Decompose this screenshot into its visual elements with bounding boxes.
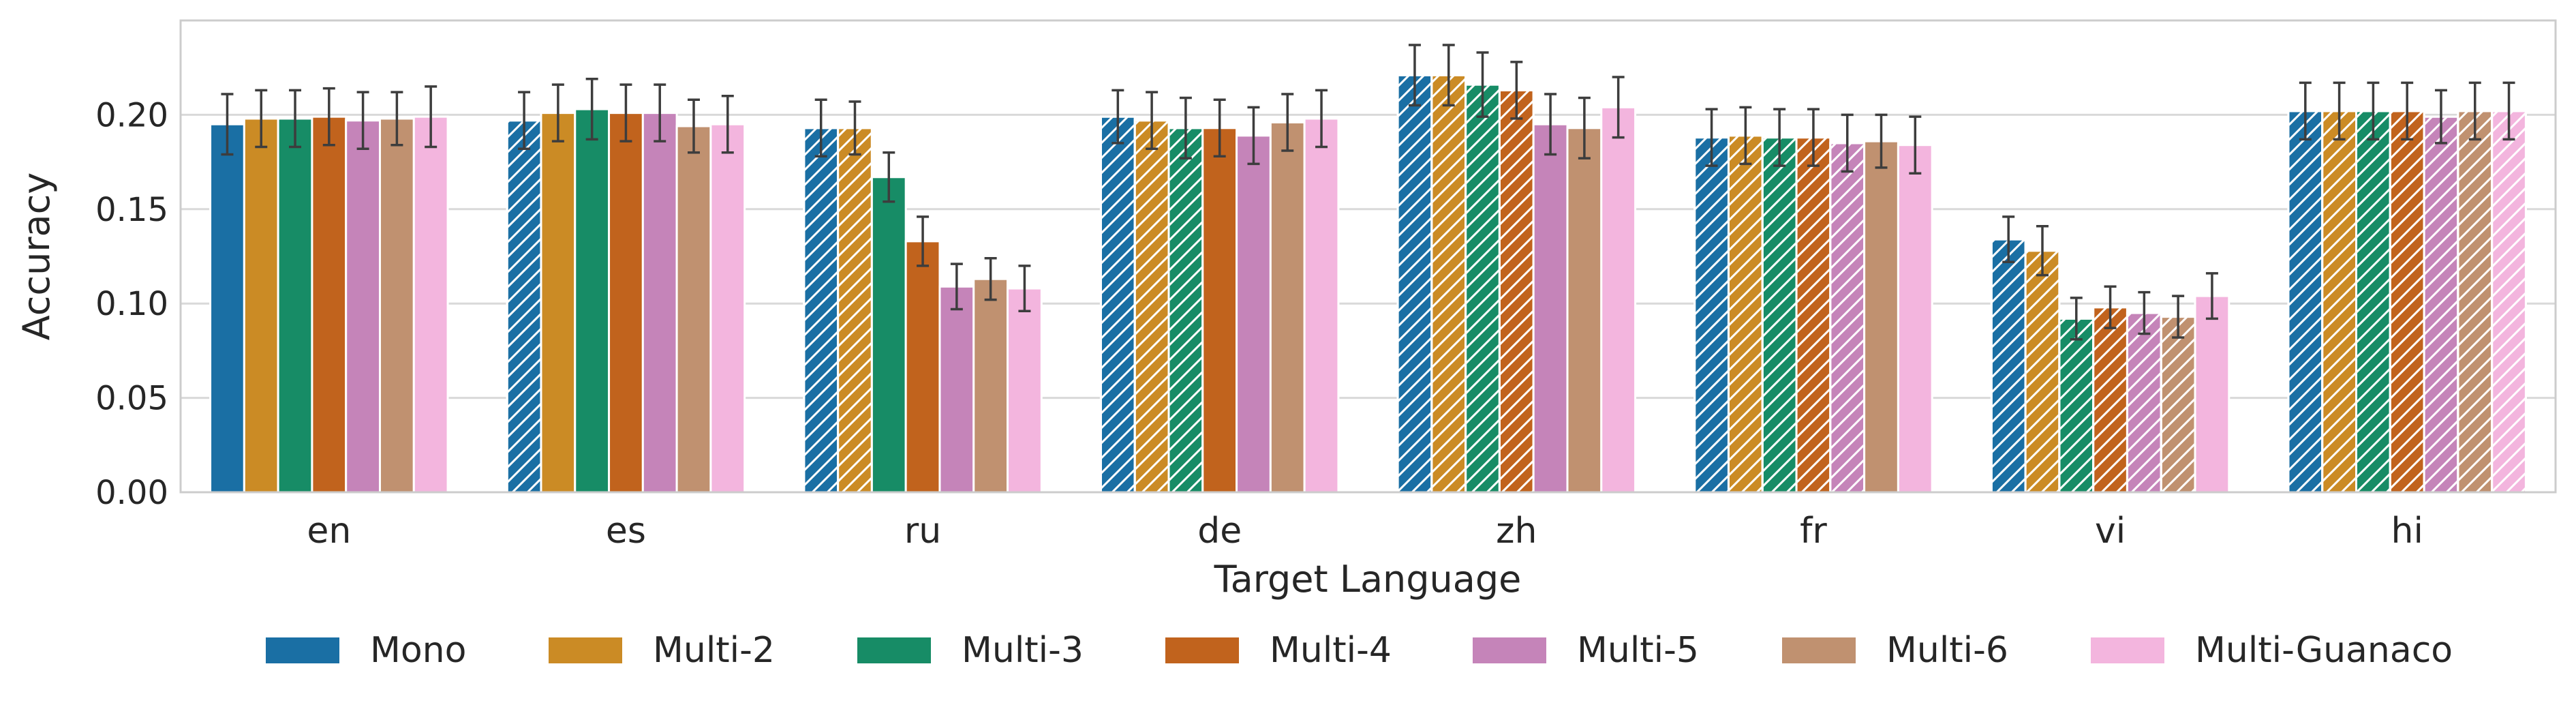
bar-en-multi-guanaco <box>412 115 449 494</box>
legend-label: Multi-Guanaco <box>2195 630 2453 671</box>
legend-swatch-multi-6 <box>1782 637 1856 663</box>
bar-zh-multi-5 <box>1532 123 1569 494</box>
bar-de-multi-guanaco <box>1303 117 1340 494</box>
x-tick-label-hi: hi <box>2391 511 2423 552</box>
bar-hatch-overlay <box>1498 89 1535 494</box>
bar-hatch-overlay <box>2058 317 2095 494</box>
bar-hatch-overlay <box>1099 115 1136 494</box>
bar-hatch-overlay <box>1990 238 2027 494</box>
bar-zh-multi-6 <box>1566 127 1603 494</box>
bar-en-multi-6 <box>378 117 415 494</box>
bar-hatch-overlay <box>2457 110 2494 494</box>
y-tick-label: 0.05 <box>95 380 168 418</box>
bar-hatch-overlay <box>1693 136 1730 494</box>
bar-ru-multi-3 <box>870 176 907 494</box>
legend-swatch-multi-guanaco <box>2091 637 2164 663</box>
bar-en-mono <box>209 123 245 494</box>
bar-es-multi-6 <box>675 125 712 494</box>
legend: Mono Multi-2 Multi-3 Multi-4 Multi-5 Multi-6 M… <box>266 630 2453 671</box>
bar-en-multi-5 <box>345 119 381 494</box>
bar-en-multi-4 <box>311 115 348 494</box>
bar-ru-multi-guanaco <box>1007 287 1043 494</box>
bar-hatch-overlay <box>1761 136 1798 494</box>
bar-hatch-overlay <box>1430 74 1467 494</box>
legend-label: Multi-4 <box>1270 630 1392 671</box>
y-tick-label: 0.10 <box>95 285 168 323</box>
bar-hatch-overlay <box>1133 119 1170 494</box>
bar-hatch-overlay <box>1167 127 1204 494</box>
x-tick-label-es: es <box>606 511 646 552</box>
bar-hatch-overlay <box>1465 83 1501 494</box>
bar-ru-multi-4 <box>904 240 941 494</box>
bar-hatch-overlay <box>2389 110 2425 494</box>
x-tick-label-ru: ru <box>904 511 941 552</box>
bar-de-multi-4 <box>1201 127 1238 494</box>
bar-hatch-overlay <box>2024 250 2061 494</box>
bar-es-multi-2 <box>540 112 577 494</box>
bar-ru-multi-6 <box>972 277 1009 494</box>
bar-hatch-overlay <box>2126 312 2162 494</box>
y-tick-label: 0.20 <box>95 96 168 134</box>
bar-hatch-overlay <box>2092 306 2128 494</box>
bar-es-multi-3 <box>574 108 611 494</box>
y-tick-label: 0.15 <box>95 191 168 229</box>
bar-vi-multi-guanaco <box>2194 295 2230 494</box>
y-axis-title: Accuracy <box>15 172 58 341</box>
bar-es-multi-guanaco <box>709 123 746 494</box>
legend-swatch-multi-4 <box>1165 637 1239 663</box>
x-tick-label-vi: vi <box>2095 511 2126 552</box>
x-tick-label-fr: fr <box>1800 511 1827 552</box>
bar-fr-multi-guanaco <box>1897 144 1933 494</box>
bar-hatch-overlay <box>803 127 840 494</box>
bar-es-multi-5 <box>641 112 678 494</box>
legend-label: Mono <box>370 630 466 671</box>
bar-hatch-overlay <box>1795 136 1832 494</box>
legend-swatch-multi-5 <box>1473 637 1546 663</box>
error-bars <box>221 44 2515 341</box>
bar-hatch-overlay <box>2287 110 2324 494</box>
plot-frame <box>179 19 2557 494</box>
bar-hatch-overlay <box>506 119 542 494</box>
bar-hatch-overlay <box>1396 74 1433 494</box>
bar-hatch-overlay <box>2160 316 2196 494</box>
bar-hatch-overlay <box>837 127 873 494</box>
bar-de-multi-5 <box>1236 134 1272 494</box>
bar-ru-multi-5 <box>938 285 975 494</box>
bar-hatch-overlay <box>2355 110 2391 494</box>
bar-en-multi-2 <box>243 117 279 494</box>
x-axis-title: Target Language <box>1214 558 1522 601</box>
bar-en-multi-3 <box>277 117 313 494</box>
y-tick-label: 0.00 <box>95 474 168 512</box>
legend-label: Multi-3 <box>962 630 1084 671</box>
bar-de-multi-6 <box>1269 121 1306 494</box>
bar-hatch-overlay <box>2491 110 2527 494</box>
bar-hatch-overlay <box>1829 142 1866 494</box>
y-tick-labels: 0.00 0.05 0.10 0.15 0.20 <box>95 96 168 512</box>
bar-es-multi-4 <box>608 112 644 494</box>
x-tick-label-zh: zh <box>1496 511 1537 552</box>
legend-label: Multi-6 <box>1886 630 2008 671</box>
bar-fr-multi-6 <box>1863 140 1899 494</box>
legend-label: Multi-2 <box>653 630 775 671</box>
legend-swatch-multi-2 <box>549 637 622 663</box>
bar-hatch-overlay <box>1727 134 1764 494</box>
legend-swatch-multi-3 <box>857 637 931 663</box>
legend-label: Multi-5 <box>1577 630 1699 671</box>
legend-swatch-mono <box>266 637 339 663</box>
bar-hatch-overlay <box>2423 115 2459 494</box>
x-tick-labels: en es ru de zh fr vi hi <box>307 511 2423 552</box>
bar-hatch-overlay <box>2321 110 2358 494</box>
bar-zh-multi-guanaco <box>1600 106 1637 494</box>
x-tick-label-de: de <box>1197 511 1242 552</box>
x-tick-label-en: en <box>307 511 351 552</box>
